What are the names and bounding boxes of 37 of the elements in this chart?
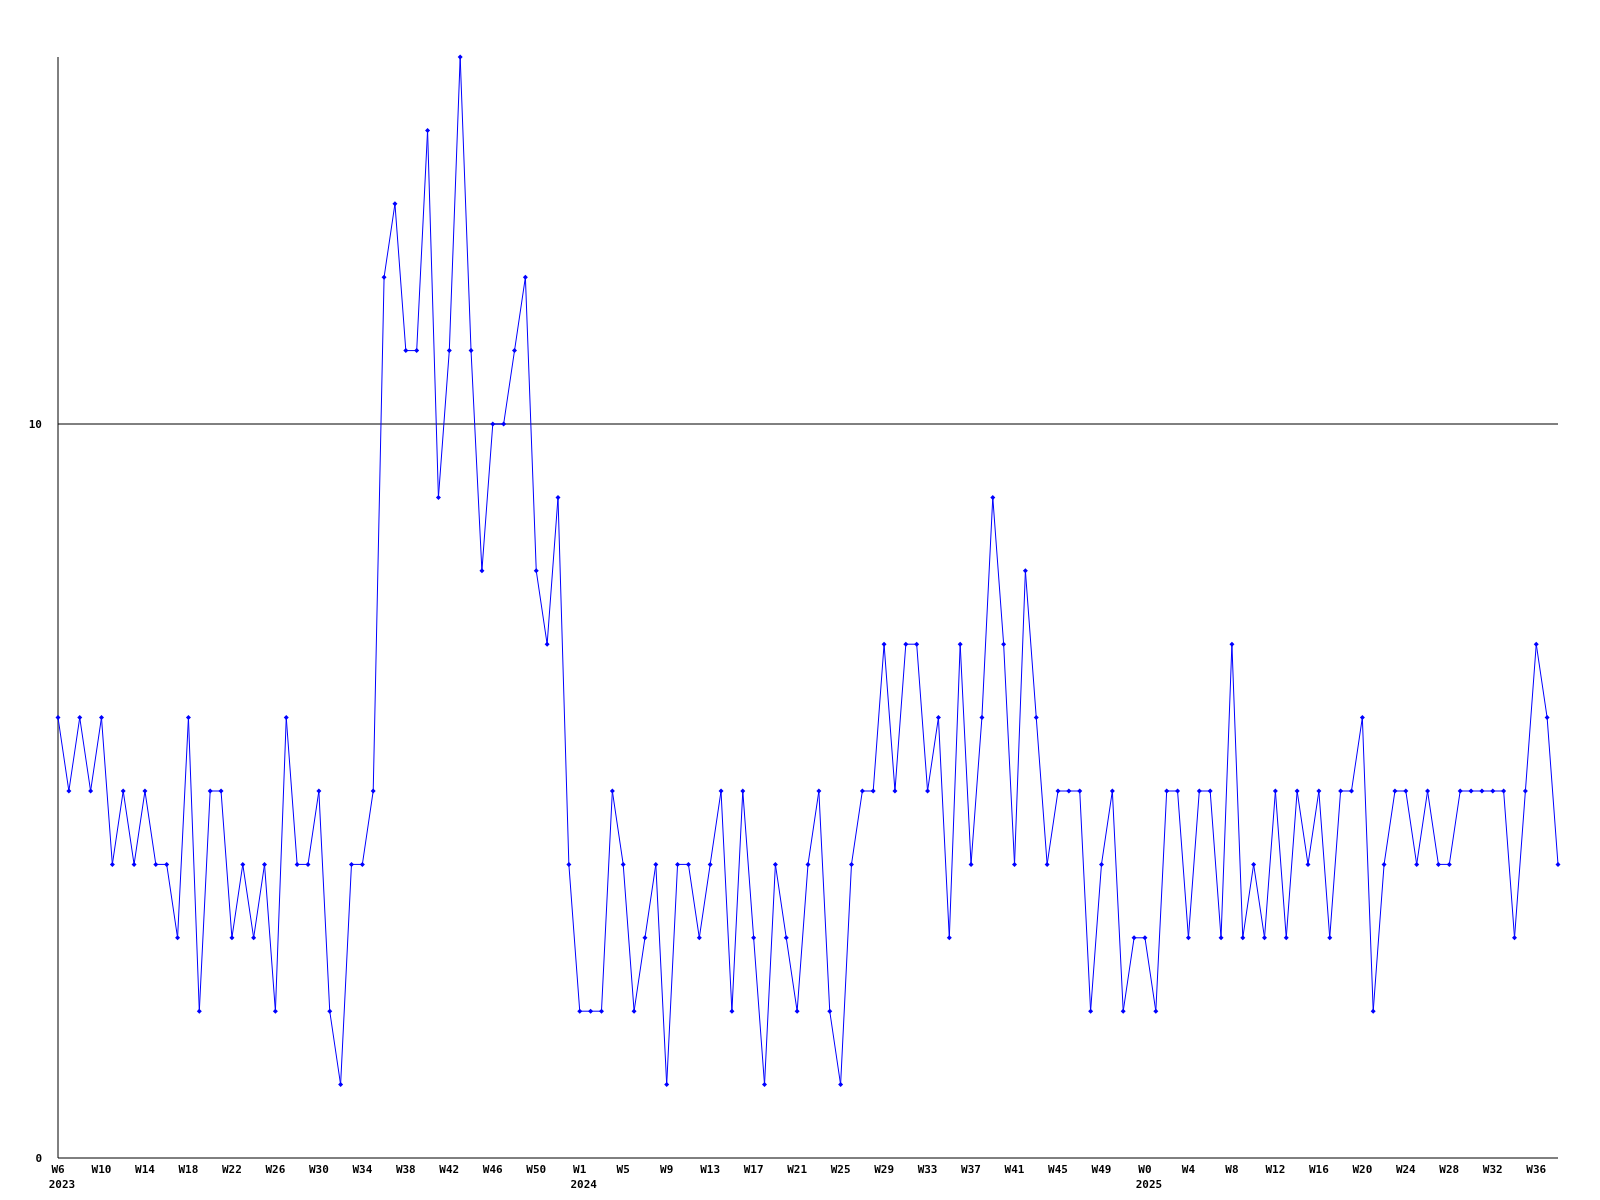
x-tick-label: W50 bbox=[526, 1163, 547, 1176]
x-tick-label: W22 bbox=[221, 1163, 242, 1176]
x-tick-label: W45 bbox=[1048, 1163, 1068, 1176]
x-tick-label: W29 bbox=[874, 1163, 895, 1176]
x-tick-label: W16 bbox=[1308, 1163, 1330, 1176]
x-tick-label: W9 bbox=[660, 1163, 674, 1176]
y-tick-label: 0 bbox=[35, 1151, 42, 1165]
x-tick-label: W46 bbox=[482, 1163, 504, 1176]
x-tick-label: W6 2023 bbox=[48, 1163, 76, 1191]
x-tick-label: W33 bbox=[917, 1163, 938, 1176]
x-tick-label: W4 bbox=[1181, 1163, 1196, 1176]
x-tick-label: W42 bbox=[439, 1163, 460, 1176]
x-tick-label: W26 bbox=[265, 1163, 286, 1176]
x-tick-label: W13 bbox=[700, 1163, 721, 1176]
x-tick-label: W18 bbox=[178, 1163, 199, 1176]
x-tick-label: W24 bbox=[1395, 1163, 1417, 1176]
x-tick-label: W28 bbox=[1439, 1163, 1460, 1176]
x-tick-label: W34 bbox=[352, 1163, 373, 1176]
x-tick-label: W38 bbox=[395, 1163, 416, 1176]
x-tick-label: W12 bbox=[1265, 1163, 1286, 1176]
x-tick-label: W21 bbox=[787, 1163, 808, 1176]
x-tick-label: W14 bbox=[135, 1163, 156, 1176]
x-tick-label: W0 2025 bbox=[1135, 1163, 1163, 1191]
x-tick-label: W20 bbox=[1352, 1163, 1373, 1176]
x-tick-label: W1 2024 bbox=[570, 1163, 598, 1191]
x-tick-label: W41 bbox=[1004, 1163, 1025, 1176]
x-tick-label: W49 bbox=[1091, 1163, 1112, 1176]
x-tick-label: W17 bbox=[743, 1163, 764, 1176]
x-tick-label: W32 bbox=[1482, 1163, 1503, 1176]
y-tick-label: 10 bbox=[28, 417, 42, 431]
x-tick-label: W10 bbox=[91, 1163, 112, 1176]
x-tick-label: W25 bbox=[830, 1163, 851, 1176]
x-tick-label: W8 bbox=[1225, 1163, 1239, 1176]
x-tick-label: W5 bbox=[616, 1163, 630, 1176]
x-tick-label: W37 bbox=[961, 1163, 981, 1176]
x-tick-label: W30 bbox=[308, 1163, 329, 1176]
x-tick-label: W36 bbox=[1526, 1163, 1547, 1176]
